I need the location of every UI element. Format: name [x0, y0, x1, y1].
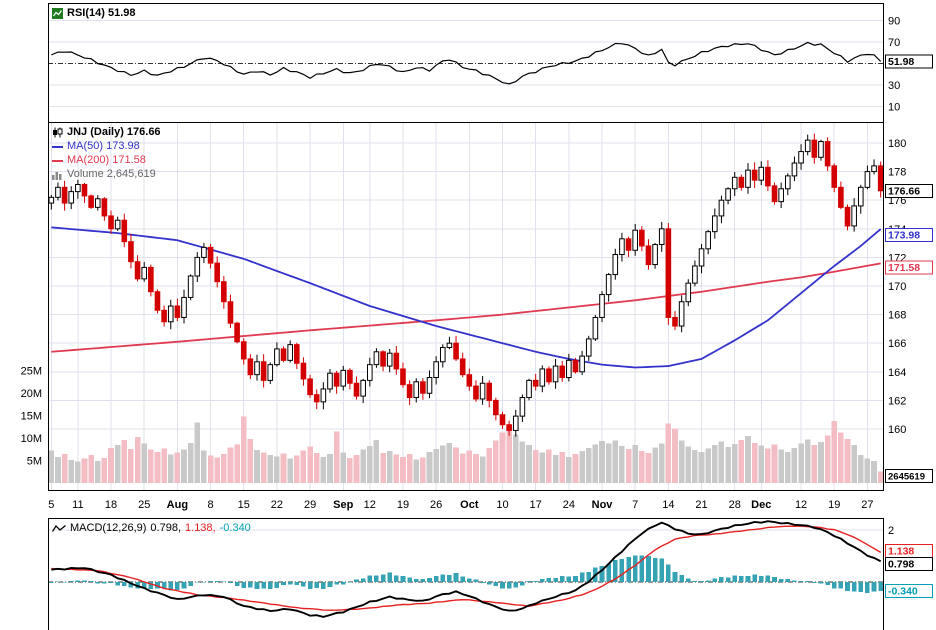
svg-text:10M: 10M	[21, 433, 42, 445]
svg-text:12: 12	[364, 499, 376, 511]
svg-text:-0.340: -0.340	[888, 585, 918, 597]
gridlines	[48, 20, 884, 583]
svg-text:0.798: 0.798	[888, 559, 914, 571]
svg-text:160: 160	[888, 424, 906, 436]
svg-text:Aug: Aug	[167, 499, 188, 511]
rsi-line	[51, 41, 882, 85]
svg-text:14: 14	[662, 499, 674, 511]
svg-text:Oct: Oct	[460, 499, 479, 511]
svg-text:162: 162	[888, 395, 906, 407]
rsi-legend-label: RSI(14) 51.98	[67, 7, 136, 19]
svg-text:10: 10	[888, 101, 900, 113]
svg-text:12: 12	[795, 499, 807, 511]
svg-text:170: 170	[888, 281, 906, 293]
svg-text:21: 21	[695, 499, 707, 511]
ma200-line-icon	[52, 159, 63, 162]
macd-lines	[51, 520, 882, 618]
macd-legend: MACD(12,26,9) 0.798, 1.138, -0.340	[52, 522, 251, 535]
volume-bars	[48, 416, 884, 483]
svg-text:180: 180	[888, 138, 906, 150]
svg-text:Dec: Dec	[751, 499, 771, 511]
rsi-indicator-icon	[52, 8, 63, 19]
svg-text:70: 70	[888, 37, 900, 49]
svg-text:2: 2	[888, 525, 894, 537]
svg-text:22: 22	[271, 499, 283, 511]
macd-value: 0.798,	[150, 522, 182, 534]
macd-signal-value: 1.138,	[185, 522, 216, 534]
volume-bars-icon	[52, 172, 62, 180]
candlesticks	[48, 133, 884, 437]
ma50-legend-label: MA(50) 173.98	[67, 140, 140, 152]
symbol-legend-label: JNJ (Daily) 176.66	[67, 126, 161, 138]
ma200-legend-label: MA(200) 171.58	[67, 154, 146, 166]
svg-text:5: 5	[48, 499, 54, 511]
candlestick-icon	[53, 127, 63, 138]
macd-hist-value: -0.340	[219, 522, 251, 534]
svg-text:171.58: 171.58	[888, 262, 920, 274]
svg-text:10: 10	[496, 499, 508, 511]
svg-text:Nov: Nov	[592, 499, 614, 511]
panel-borders	[48, 3, 884, 630]
svg-text:25: 25	[138, 499, 150, 511]
rsi-legend: RSI(14) 51.98	[52, 7, 135, 20]
svg-text:27: 27	[861, 499, 873, 511]
volume-legend-row: Volume 2,645,619	[52, 168, 156, 181]
svg-text:7: 7	[632, 499, 638, 511]
svg-text:5M: 5M	[27, 456, 42, 468]
symbol-legend-row: JNJ (Daily) 176.66	[52, 126, 161, 139]
svg-text:25M: 25M	[21, 366, 42, 378]
svg-text:18: 18	[105, 499, 117, 511]
svg-text:11: 11	[72, 499, 83, 511]
svg-text:1.138: 1.138	[888, 546, 914, 558]
svg-text:24: 24	[563, 499, 575, 511]
axis-labels: 1801781761741721701681661641621609070301…	[21, 16, 907, 630]
value-boxes: 51.98 176.66 173.98 171.58 2645619 1.1380.798…	[885, 54, 933, 598]
svg-text:17: 17	[530, 499, 542, 511]
svg-text:Sep: Sep	[333, 499, 353, 511]
volume-legend-label: Volume 2,645,619	[67, 168, 156, 180]
svg-text:2645619: 2645619	[888, 472, 925, 483]
macd-histogram	[49, 555, 883, 594]
svg-text:29: 29	[304, 499, 316, 511]
ma50-legend-row: MA(50) 173.98	[52, 140, 140, 153]
svg-text:26: 26	[430, 499, 442, 511]
ma200-legend-row: MA(200) 171.58	[52, 154, 146, 167]
svg-text:178: 178	[888, 167, 906, 179]
svg-text:176: 176	[888, 195, 906, 207]
macd-line-icon	[52, 524, 66, 532]
svg-text:173.98: 173.98	[888, 230, 920, 242]
macd-legend-label: MACD(12,26,9)	[70, 522, 147, 534]
svg-text:51.98: 51.98	[888, 56, 914, 68]
svg-text:15M: 15M	[21, 411, 42, 423]
svg-text:15: 15	[238, 499, 250, 511]
svg-text:30: 30	[888, 80, 900, 92]
price-legend: JNJ (Daily) 176.66 MA(50) 173.98 MA(200)…	[52, 126, 161, 181]
svg-text:90: 90	[888, 16, 900, 28]
svg-text:164: 164	[888, 367, 906, 379]
ma-lines	[51, 226, 882, 369]
ma50-line-icon	[52, 145, 63, 148]
svg-text:166: 166	[888, 338, 906, 350]
svg-text:8: 8	[207, 499, 213, 511]
svg-text:19: 19	[828, 499, 840, 511]
svg-text:20M: 20M	[21, 388, 42, 400]
svg-text:168: 168	[888, 310, 906, 322]
svg-text:176.66: 176.66	[888, 185, 920, 197]
svg-text:19: 19	[397, 499, 409, 511]
svg-text:28: 28	[729, 499, 741, 511]
